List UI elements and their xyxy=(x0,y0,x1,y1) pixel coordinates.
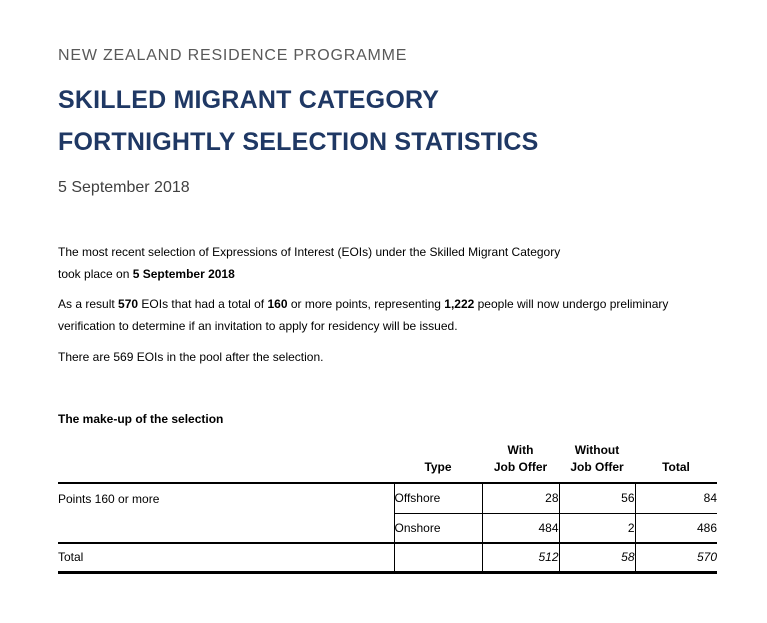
selection-table: Type With Job Offer Without Job Offer Tota… xyxy=(58,442,717,574)
cell-offshore-with-job-offer: 28 xyxy=(481,483,559,514)
cell-total-type-empty xyxy=(393,542,482,574)
p2-eoi-count-bold: 570 xyxy=(118,297,139,311)
header-without-line-2: Job Offer xyxy=(570,460,624,474)
title-line-1: SKILLED MIGRANT CATEGORY xyxy=(58,86,440,114)
p2-points-threshold-bold: 160 xyxy=(267,297,288,311)
header-with-line-2: Job Offer xyxy=(493,460,548,474)
cell-offshore-type: Offshore xyxy=(393,483,482,514)
cell-offshore-total: 84 xyxy=(634,483,717,514)
header-type: Type xyxy=(394,442,482,484)
paragraph-most-recent-selection: The most recent selection of Expressions… xyxy=(58,241,719,285)
p2-people-count-bold: 1,222 xyxy=(444,297,475,311)
table-section-heading: The make-up of the selection xyxy=(58,412,224,426)
selection-date: 5 September 2018 xyxy=(58,179,190,196)
header-without-line-1: Without xyxy=(574,443,620,457)
table-header-row: Type With Job Offer Without Job Offer Tota… xyxy=(58,442,717,484)
p2-run-0: As a result xyxy=(58,297,119,311)
cell-total-without-job-offer: 58 xyxy=(558,542,635,574)
programme-eyebrow: NEW ZEALAND RESIDENCE PROGRAMME xyxy=(58,47,408,64)
p1-line-1: The most recent selection of Expressions… xyxy=(58,245,561,259)
cell-total-label: Total xyxy=(58,542,394,574)
page-title: SKILLED MIGRANT CATEGORY FORTNIGHTLY SEL… xyxy=(58,79,719,163)
row-label-points-160: Points 160 or more xyxy=(58,492,160,506)
table-row-total: Total 512 58 570 xyxy=(58,542,717,574)
table-row-offshore: Points 160 or more Offshore 28 56 84 xyxy=(58,483,717,514)
header-total: Total xyxy=(635,442,717,484)
p2-run-4: or more points, representing xyxy=(287,297,445,311)
cell-total-with-job-offer: 512 xyxy=(481,542,559,574)
header-with-line-1: With xyxy=(507,443,534,457)
p2-run-6: people will now undergo preliminary veri… xyxy=(58,297,669,333)
cell-onshore-total: 486 xyxy=(634,513,717,543)
cell-onshore-without-job-offer: 2 xyxy=(558,513,635,543)
cell-offshore-without-job-offer: 56 xyxy=(558,483,635,514)
title-line-2: FORTNIGHTLY SELECTION STATISTICS xyxy=(58,128,539,156)
document-page: NEW ZEALAND RESIDENCE PROGRAMME SKILLED … xyxy=(58,47,719,574)
p1-line-2-text: took place on xyxy=(58,267,133,281)
table-row-onshore: Onshore 484 2 486 xyxy=(58,513,717,543)
paragraph-pool-remaining: There are 569 EOIs in the pool after the… xyxy=(58,350,324,364)
cell-onshore-with-job-offer: 484 xyxy=(481,513,559,543)
cell-total-total: 570 xyxy=(634,542,717,574)
p1-selection-date-bold: 5 September 2018 xyxy=(132,267,235,281)
header-with-job-offer: With Job Offer xyxy=(482,442,559,484)
header-empty-cell xyxy=(58,442,394,484)
paragraph-selection-result: As a result 570 EOIs that had a total of… xyxy=(58,293,719,337)
cell-onshore-type: Onshore xyxy=(393,513,482,543)
p2-run-2: EOIs that had a total of xyxy=(138,297,268,311)
header-without-job-offer: Without Job Offer xyxy=(559,442,635,484)
